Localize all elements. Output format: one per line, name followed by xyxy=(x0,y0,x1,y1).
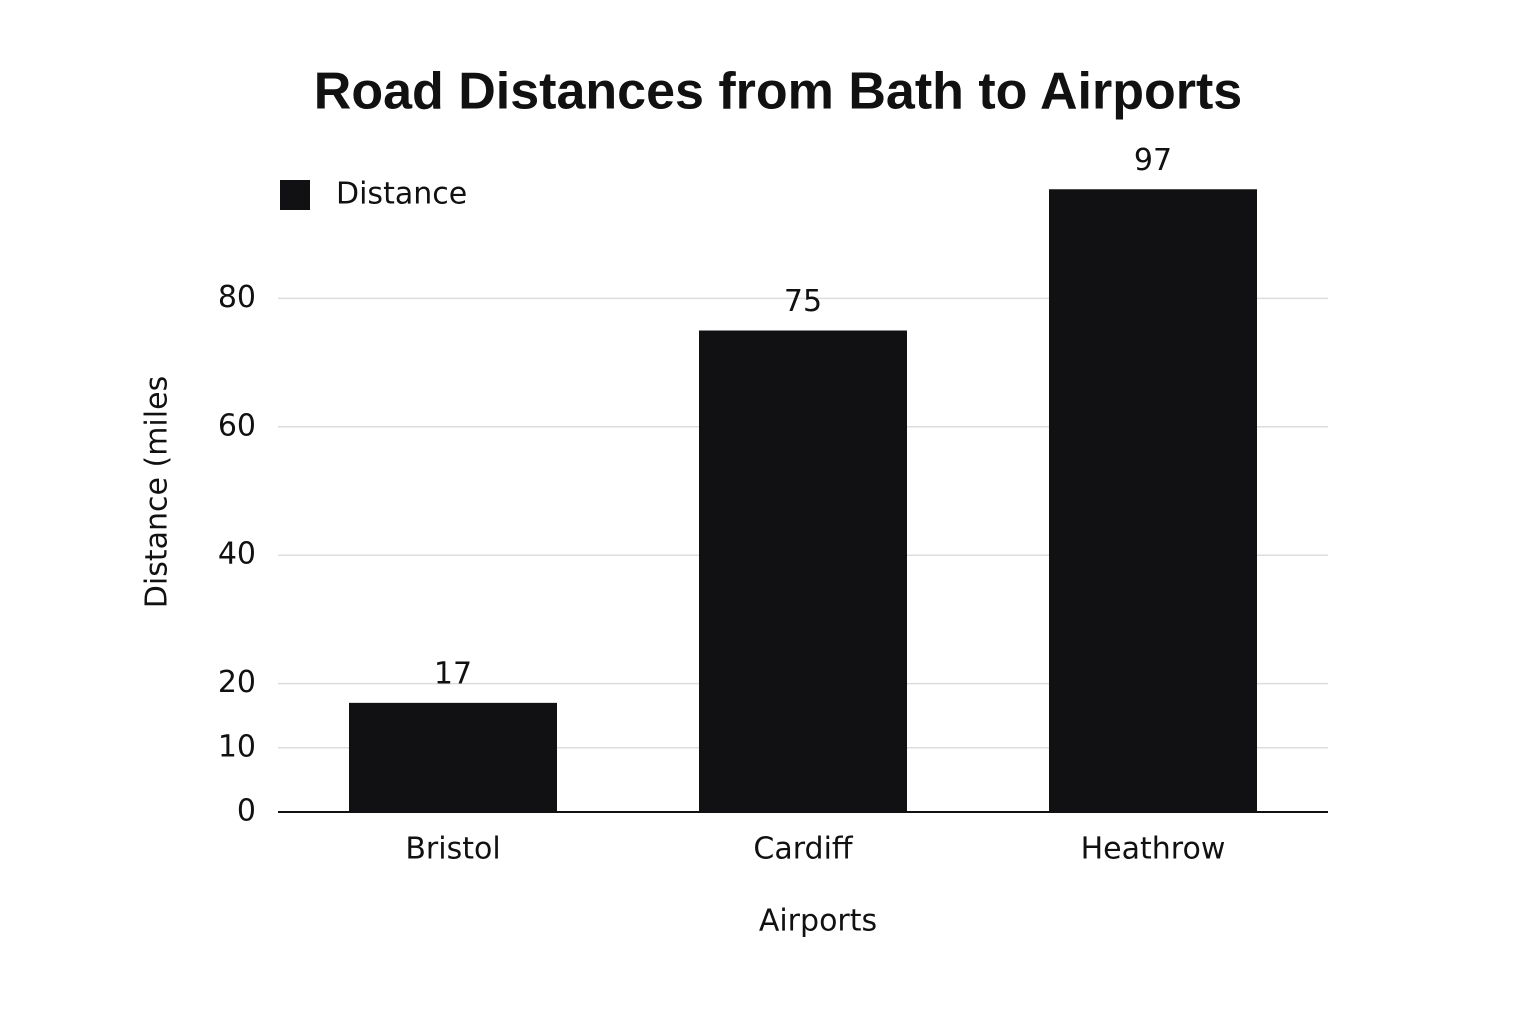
legend-label: Distance xyxy=(336,177,467,212)
value-label: 17 xyxy=(434,656,472,691)
y-axis-label: Distance (miles xyxy=(140,376,175,608)
x-tick-label: Cardiff xyxy=(753,832,854,867)
y-tick-label: 40 xyxy=(218,537,256,572)
x-tick-label: Heathrow xyxy=(1081,832,1226,867)
x-tick-label: Bristol xyxy=(405,832,500,867)
chart-title: Road Distances from Bath to Airports xyxy=(314,63,1242,121)
y-tick-label: 20 xyxy=(218,665,256,700)
y-tick-label: 60 xyxy=(218,408,256,443)
y-tick-label: 0 xyxy=(237,794,256,829)
value-label: 97 xyxy=(1134,143,1172,178)
bar xyxy=(349,702,557,812)
value-label: 75 xyxy=(784,284,822,319)
bar xyxy=(1049,189,1257,812)
bar xyxy=(699,330,907,812)
y-tick-label: 80 xyxy=(218,280,256,315)
y-tick-label: 10 xyxy=(218,729,256,764)
legend-swatch xyxy=(280,180,310,210)
x-axis-label: Airports xyxy=(759,904,877,939)
